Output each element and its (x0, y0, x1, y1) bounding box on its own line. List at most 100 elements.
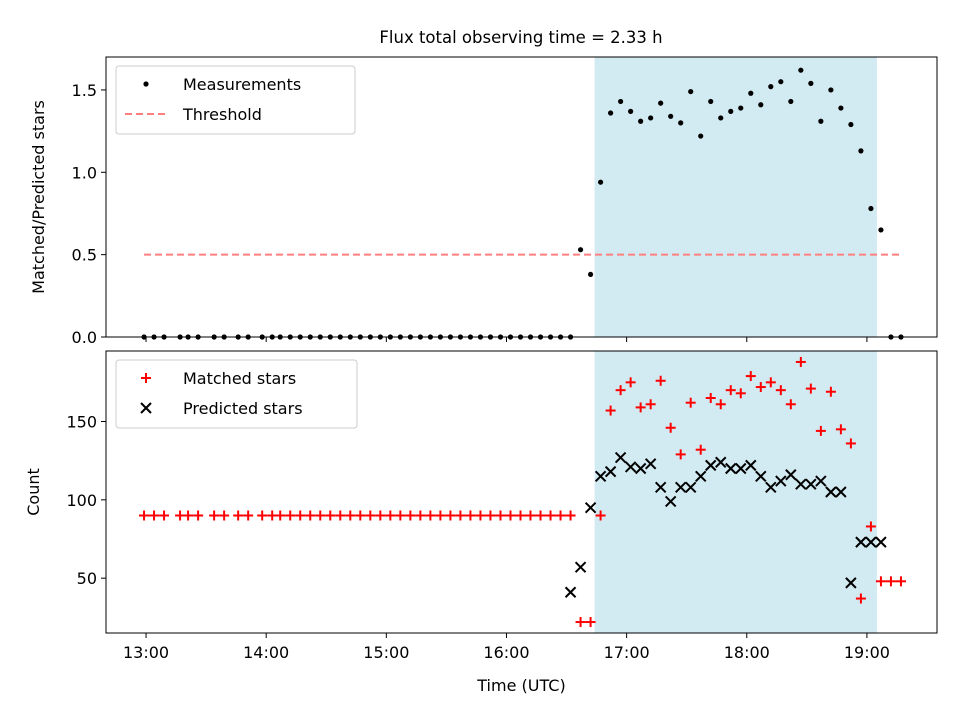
measurement-point (738, 105, 744, 111)
matched-stars-point (885, 576, 896, 587)
matched-stars-point (765, 377, 776, 388)
measurement-point (618, 98, 624, 105)
y-tick-label: 0.5 (72, 246, 97, 265)
x-marker-b (705, 459, 717, 472)
measurement-point (828, 87, 834, 93)
legend-label: Predicted stars (183, 399, 303, 418)
measurement-point (698, 133, 704, 139)
measurement-point (748, 90, 754, 96)
matched-stars-point (183, 510, 194, 521)
measurement-point (718, 115, 724, 121)
matched-stars-point (305, 510, 316, 521)
matched-stars-point (465, 510, 476, 521)
matched-stars-point (355, 510, 366, 521)
x-marker-b (745, 459, 757, 472)
x-marker-b (584, 501, 597, 514)
predicted-stars-point (765, 481, 777, 494)
measurement-point (788, 98, 794, 105)
measurement-point (838, 105, 844, 111)
y-tick-label: 1.0 (72, 163, 97, 182)
predicted-stars-point (574, 561, 587, 573)
matched-stars-point (315, 510, 326, 521)
legend-x-marker-b (140, 402, 152, 414)
y-axis-label: Count (24, 468, 43, 516)
y-tick-label: 50 (77, 569, 97, 588)
predicted-stars-point (705, 459, 717, 472)
measurement-point (608, 110, 614, 116)
observing-window-shading (594, 57, 877, 337)
x-tick-label: 19:00 (844, 643, 890, 662)
predicted-stars-point (654, 481, 667, 494)
matched-stars-point (585, 617, 596, 628)
x-marker-b (715, 456, 727, 468)
x-marker-b (775, 475, 787, 487)
x-marker-b (654, 481, 667, 494)
predicted-stars-point (604, 465, 617, 478)
x-tick-label: 13:00 (123, 643, 169, 662)
bottom-panel: 50 100 150 13:00 14:00 15:00 16:00 17:00 18:00 19… (24, 350, 938, 695)
matched-stars-point (675, 449, 686, 460)
x-marker-b (845, 577, 857, 589)
matched-stars-point (275, 510, 286, 521)
predicted-stars-point (664, 495, 677, 508)
measurement-point (778, 79, 784, 85)
matched-stars-point (445, 510, 456, 521)
matched-stars-point (855, 593, 866, 604)
top-panel: 0.0 0.5 1.0 1.5 Matched/Predicted stars Measu… (29, 56, 938, 347)
measurement-point (768, 84, 774, 90)
matched-stars-point (209, 510, 220, 521)
x-marker-b (735, 462, 747, 475)
measurement-point (658, 100, 664, 106)
x-marker-b (664, 495, 677, 508)
matched-stars-point (475, 510, 486, 521)
figure-title: Flux total observing time = 2.33 h (379, 28, 662, 47)
predicted-stars-point (795, 478, 807, 490)
legend-label: Matched stars (183, 369, 296, 388)
x-marker-b (564, 586, 577, 598)
predicted-stars-point (815, 475, 827, 487)
x-marker-b (574, 561, 587, 573)
matched-stars-point (825, 386, 836, 397)
measurement-point (638, 118, 644, 124)
predicted-stars-point (634, 462, 647, 475)
matched-stars-point (645, 399, 656, 410)
matched-stars-point (159, 510, 170, 521)
predicted-stars-point (624, 461, 637, 473)
matched-stars-point (865, 521, 876, 532)
matched-stars-point (685, 397, 696, 408)
matched-stars-point (725, 385, 736, 396)
matched-stars-point (149, 510, 160, 521)
x-marker-b (644, 458, 657, 470)
matched-stars-point (805, 383, 816, 394)
predicted-stars-point (564, 586, 577, 598)
measurement-point (728, 108, 734, 114)
matched-stars-point (385, 510, 396, 521)
measurement-point (798, 67, 804, 73)
matched-stars-point (735, 388, 746, 399)
predicted-stars-point (875, 536, 887, 548)
matched-stars-point (515, 510, 526, 521)
matched-stars-point (455, 510, 466, 521)
matched-stars-point (555, 510, 566, 521)
predicted-stars-point (674, 481, 687, 494)
x-marker-b (855, 536, 867, 548)
matched-stars-point (845, 438, 856, 449)
predicted-stars-point (805, 478, 817, 490)
measurement-point (587, 271, 594, 278)
measurement-point (648, 115, 654, 121)
x-marker-b (875, 536, 887, 548)
x-marker-b (604, 465, 617, 478)
x-marker-b (865, 536, 877, 548)
x-marker-b (835, 486, 847, 498)
measurement-point (848, 121, 854, 128)
matched-stars-point (485, 510, 496, 521)
predicted-stars-point (594, 470, 607, 483)
measurement-point (808, 80, 814, 86)
x-marker-b (614, 451, 627, 464)
matched-stars-point (425, 510, 436, 521)
matched-stars-point (745, 371, 756, 382)
matched-stars-point (605, 405, 616, 416)
series-predicted-stars (564, 451, 887, 598)
matched-stars-point (665, 422, 676, 433)
